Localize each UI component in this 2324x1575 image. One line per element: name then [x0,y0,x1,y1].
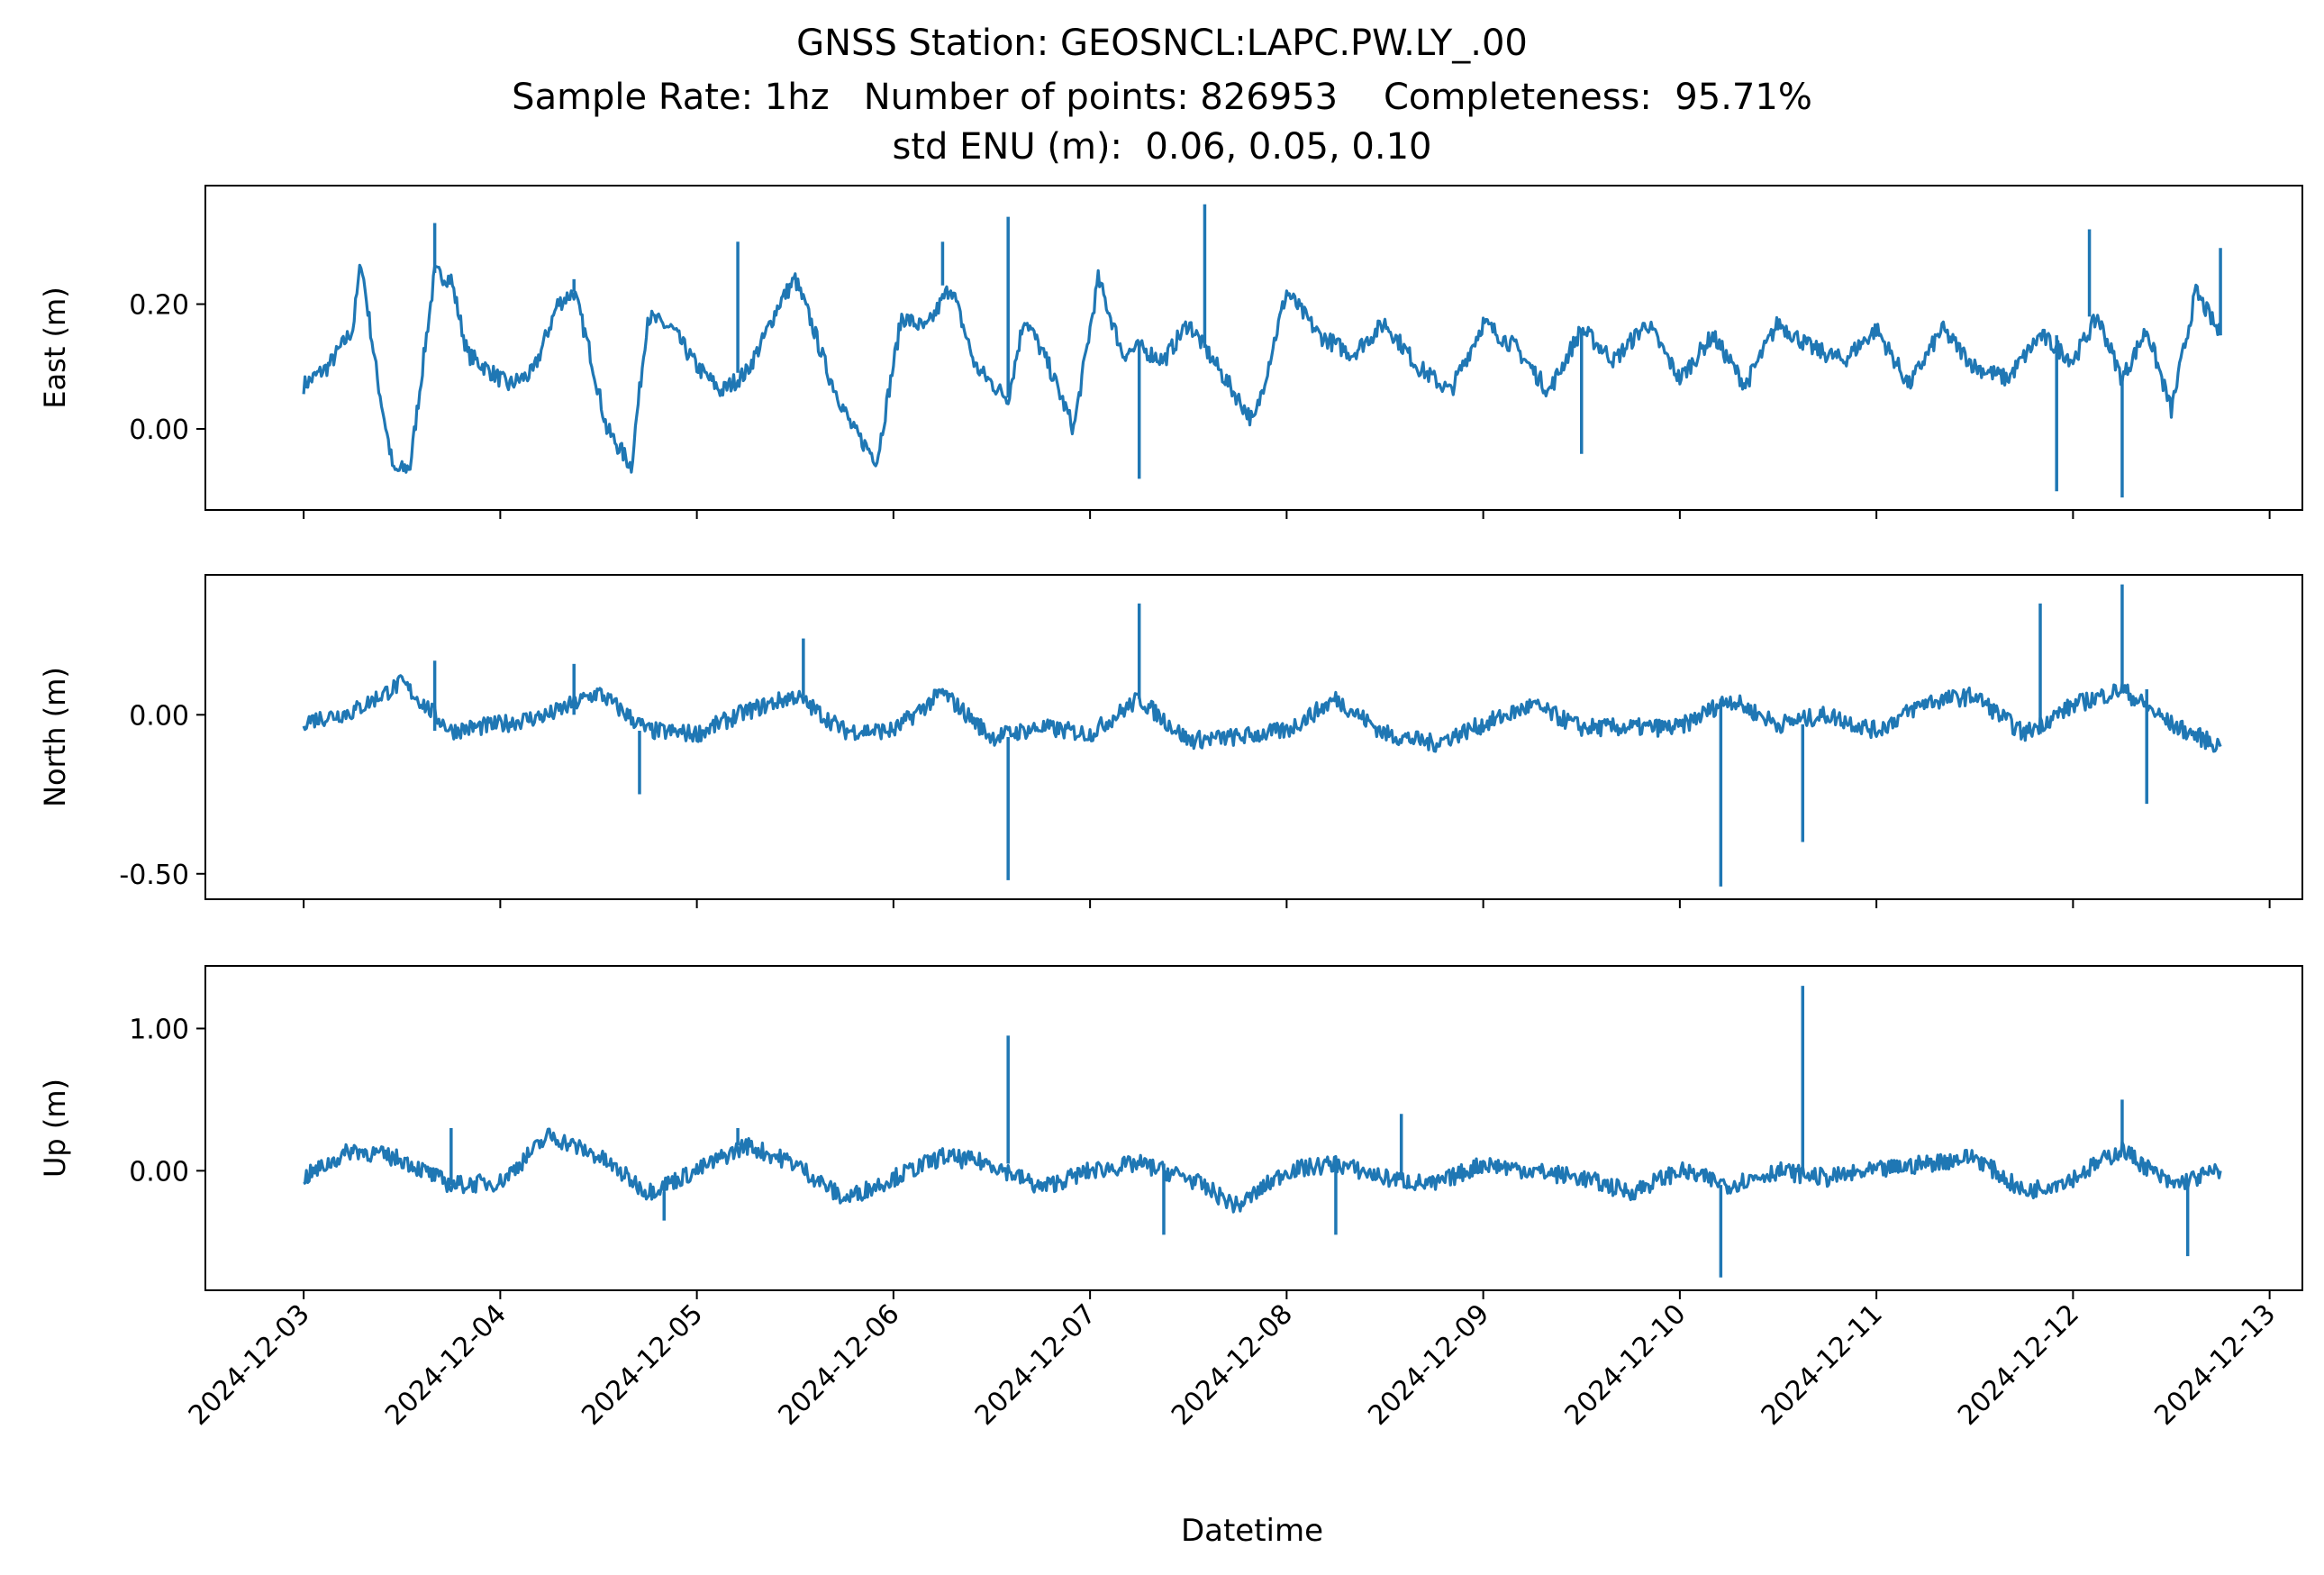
y-tick-label: -0.50 [119,860,189,891]
x-axis-label: Datetime [1181,1513,1323,1549]
x-tick-label: 2024-12-06 [772,1298,905,1432]
axes-frame-1 [204,574,2303,900]
x-tick-label: 2024-12-07 [969,1298,1103,1432]
x-tick-label: 2024-12-08 [1166,1298,1299,1432]
y-tick-label: 0.00 [129,1156,189,1188]
north-panel: 0.00 -0.50 North (m) [38,574,2303,908]
series-line-1 [302,674,2222,753]
x-tick-label: 2024-12-09 [1362,1298,1495,1432]
x-tick-label: 2024-12-10 [1558,1298,1692,1432]
axes-frame-2 [204,965,2303,1291]
east-panel: 0.00 0.20 East (m) [38,185,2303,519]
chart-title-line-3: std ENU (m): 0.06, 0.05, 0.10 [892,126,1432,168]
x-tick-label: 2024-12-04 [379,1298,513,1432]
series-line-2 [303,1127,2222,1214]
x-tick-label: 2024-12-05 [576,1298,709,1432]
series-line-0 [302,263,2222,474]
up-panel: 0.00 1.00 Up (m) [38,965,2303,1299]
y-tick-label: 0.00 [129,700,189,732]
y-axis-label: North (m) [38,667,72,807]
y-axis-label: Up (m) [38,1079,72,1178]
x-tick-label: 2024-12-13 [2148,1298,2282,1432]
y-tick-label: 0.20 [129,290,189,322]
y-tick-label: 1.00 [129,1014,189,1045]
x-tick-label: 2024-12-11 [1756,1298,1889,1432]
y-tick-label: 0.00 [129,414,189,446]
y-axis-label: East (m) [38,287,72,408]
axes-frame-0 [204,185,2303,511]
x-tick-label: 2024-12-03 [183,1298,316,1432]
chart-title-line-2: Sample Rate: 1hz Number of points: 82695… [512,77,1812,118]
chart-title-line-1: GNSS Station: GEOSNCL:LAPC.PW.LY_.00 [796,23,1528,64]
x-tick-label: 2024-12-12 [1952,1298,2085,1432]
